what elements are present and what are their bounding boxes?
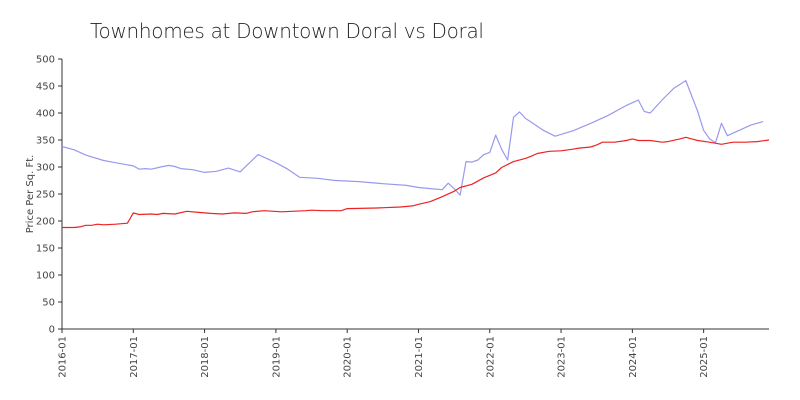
plot-area bbox=[61, 79, 770, 229]
x-axis: 2016-01 2017-01 2018-01 2019-01 2020-01 2021-… bbox=[58, 328, 769, 378]
x-tick-label: 2019-01 bbox=[271, 336, 282, 378]
y-axis-title: Price Per Sq. Ft. bbox=[25, 155, 36, 234]
y-tick-label: 150 bbox=[36, 244, 55, 255]
x-tick-label: 2018-01 bbox=[200, 336, 211, 378]
y-tick-label: 250 bbox=[36, 190, 55, 201]
x-tick-label: 2023-01 bbox=[557, 336, 568, 378]
x-tick-label: 2016-01 bbox=[58, 336, 69, 378]
x-tick-label: 2021-01 bbox=[414, 336, 425, 378]
y-tick-label: 300 bbox=[36, 163, 55, 174]
x-tick-label: 2017-01 bbox=[129, 336, 140, 378]
y-tick-label: 0 bbox=[49, 325, 55, 336]
y-tick-label: 100 bbox=[36, 271, 55, 282]
x-tick-label: 2022-01 bbox=[485, 336, 496, 378]
y-tick-label: 500 bbox=[36, 55, 55, 66]
x-tick-label: 2025-01 bbox=[699, 336, 710, 378]
series-line-1 bbox=[61, 79, 764, 196]
y-tick-label: 50 bbox=[42, 298, 55, 309]
x-tick-label: 2024-01 bbox=[628, 336, 639, 378]
series-line-2 bbox=[62, 136, 770, 229]
y-tick-label: 400 bbox=[36, 109, 55, 120]
chart-title: Townhomes at Downtown Doral vs Doral bbox=[90, 19, 484, 43]
y-tick-label: 200 bbox=[36, 217, 55, 228]
x-tick-label: 2020-01 bbox=[343, 336, 354, 378]
y-tick-label: 450 bbox=[36, 82, 55, 93]
y-tick-label: 350 bbox=[36, 136, 55, 147]
y-axis: 0 50 100 150 200 250 300 350 400 450 500 bbox=[36, 55, 63, 336]
